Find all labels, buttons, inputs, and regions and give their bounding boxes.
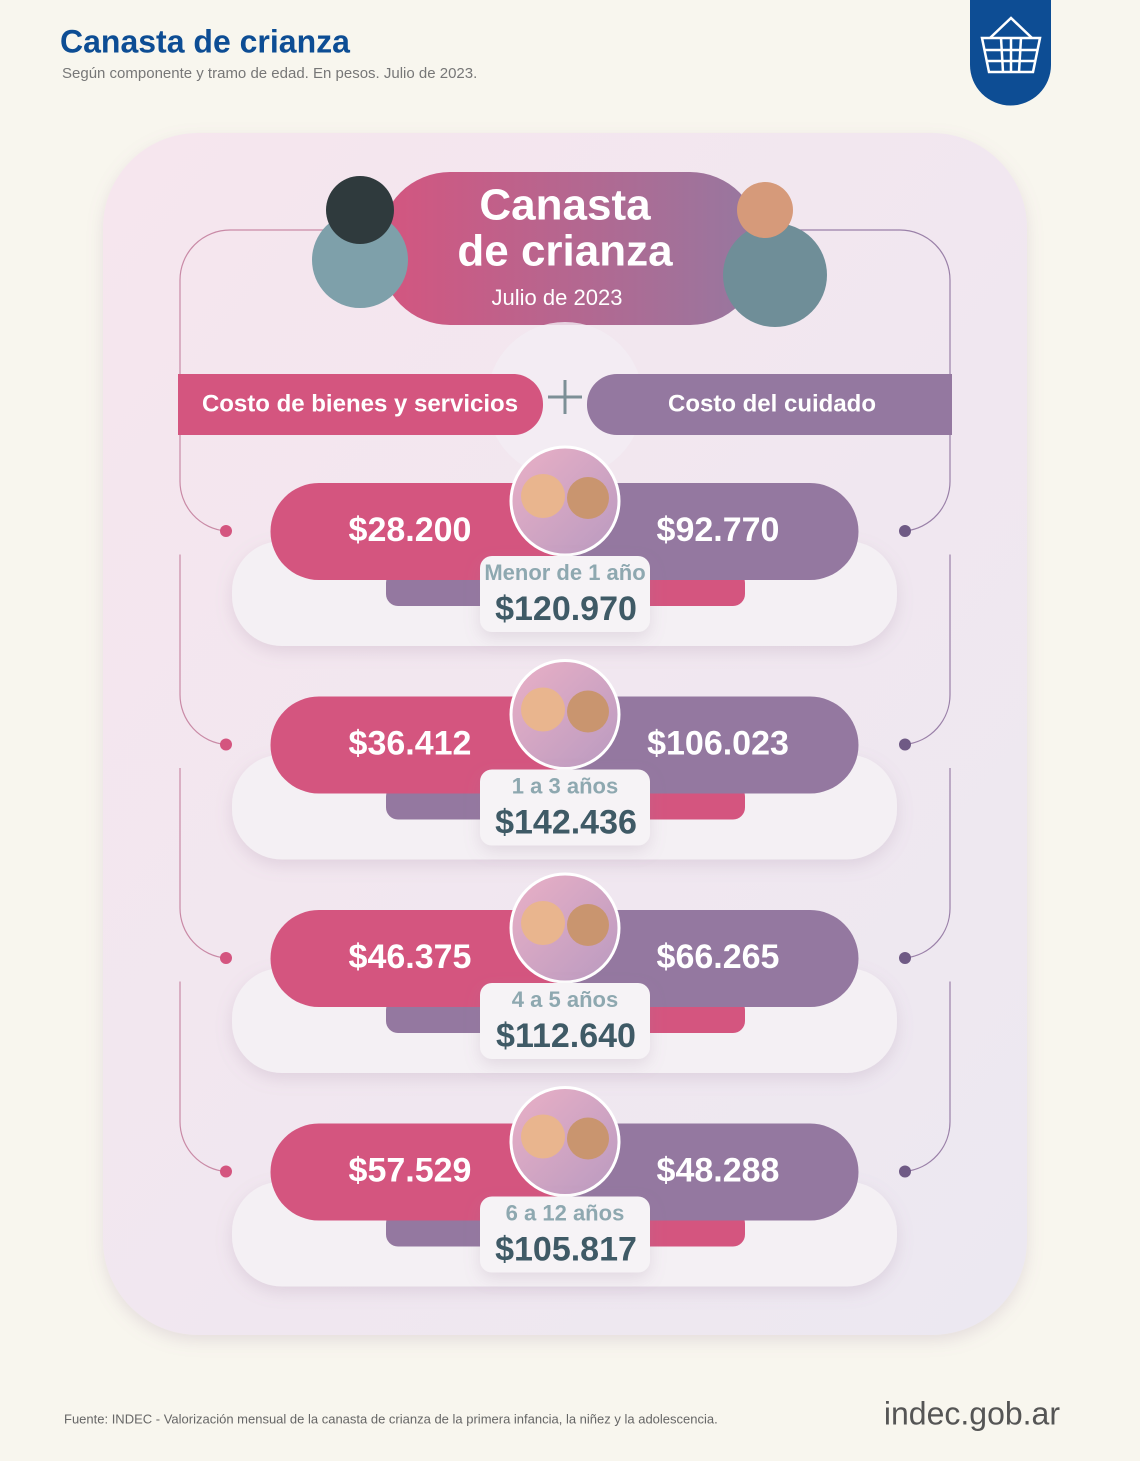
mother-illustration (326, 176, 394, 244)
child-illustration (567, 1117, 609, 1160)
care-value: $66.265 (657, 938, 780, 976)
goods-pill (270, 696, 565, 794)
care-pill (565, 483, 859, 580)
child-illustration (567, 690, 609, 733)
total-value: $142.436 (495, 803, 637, 841)
total-box (480, 1196, 650, 1273)
plus-sign (548, 380, 582, 414)
connector (179, 768, 227, 959)
care-value: $92.770 (657, 511, 780, 549)
page-title: Canasta de crianza (60, 23, 350, 59)
age-label: 6 a 12 años (506, 1200, 625, 1225)
card-date: Julio de 2023 (492, 285, 623, 310)
care-value: $106.023 (647, 724, 789, 762)
goods-label: Costo de bienes y servicios (202, 390, 518, 417)
care-pill (565, 1123, 859, 1221)
dot (220, 1165, 232, 1178)
goods-value: $36.412 (349, 724, 472, 762)
avatar (509, 872, 621, 984)
care-value: $48.288 (657, 1151, 780, 1189)
goods-pill (270, 1123, 565, 1221)
age-label: 1 a 3 años (512, 773, 618, 798)
avatar (509, 659, 621, 770)
total-value: $120.970 (495, 590, 637, 628)
age-label: 4 a 5 años (512, 987, 618, 1012)
card-title: de crianza (457, 227, 673, 276)
child-illustration (567, 904, 609, 946)
avatar (509, 445, 621, 557)
total-box (480, 769, 650, 846)
connectors (179, 229, 951, 1173)
total-box (480, 556, 650, 632)
connector (179, 981, 227, 1173)
child-illustration (521, 687, 565, 732)
title-pill (380, 172, 760, 325)
dot (220, 738, 232, 751)
care-pill (565, 910, 859, 1007)
child-illustration (521, 901, 565, 945)
goods-value: $57.529 (349, 1151, 472, 1189)
total-box (480, 983, 650, 1059)
dot (899, 1165, 911, 1178)
source-note: Fuente: INDEC - Valorización mensual de … (64, 1411, 718, 1426)
child-illustration (521, 474, 565, 518)
goods-value: $46.375 (349, 938, 472, 976)
total-value: $112.640 (496, 1017, 636, 1055)
connector (904, 981, 951, 1173)
goods-pill (270, 483, 565, 580)
goods-value: $28.200 (349, 511, 472, 549)
avatar (509, 1086, 621, 1197)
dot (220, 952, 232, 964)
basket-icon (980, 16, 1042, 74)
age-label: Menor de 1 año (484, 560, 645, 585)
child-illustration (567, 477, 609, 519)
total-value: $105.817 (495, 1230, 637, 1268)
father-illustration (737, 182, 793, 238)
dot (220, 525, 232, 537)
father-illustration (723, 223, 827, 327)
care-label: Costo del cuidado (668, 390, 876, 417)
care-label-bar (586, 374, 952, 435)
connector (179, 554, 227, 746)
logo-text: indec.gob.ar (884, 1395, 1060, 1431)
mother-illustration (312, 212, 408, 308)
dot (899, 738, 911, 751)
card-title: Canasta (479, 181, 651, 230)
connector (904, 768, 951, 959)
dot (899, 525, 911, 537)
connector (904, 554, 951, 746)
goods-pill (270, 910, 565, 1007)
dot (899, 952, 911, 964)
child-illustration (521, 1114, 565, 1159)
care-pill (565, 696, 859, 794)
goods-label-bar (178, 374, 544, 435)
page-subtitle: Según componente y tramo de edad. En pes… (62, 65, 477, 82)
